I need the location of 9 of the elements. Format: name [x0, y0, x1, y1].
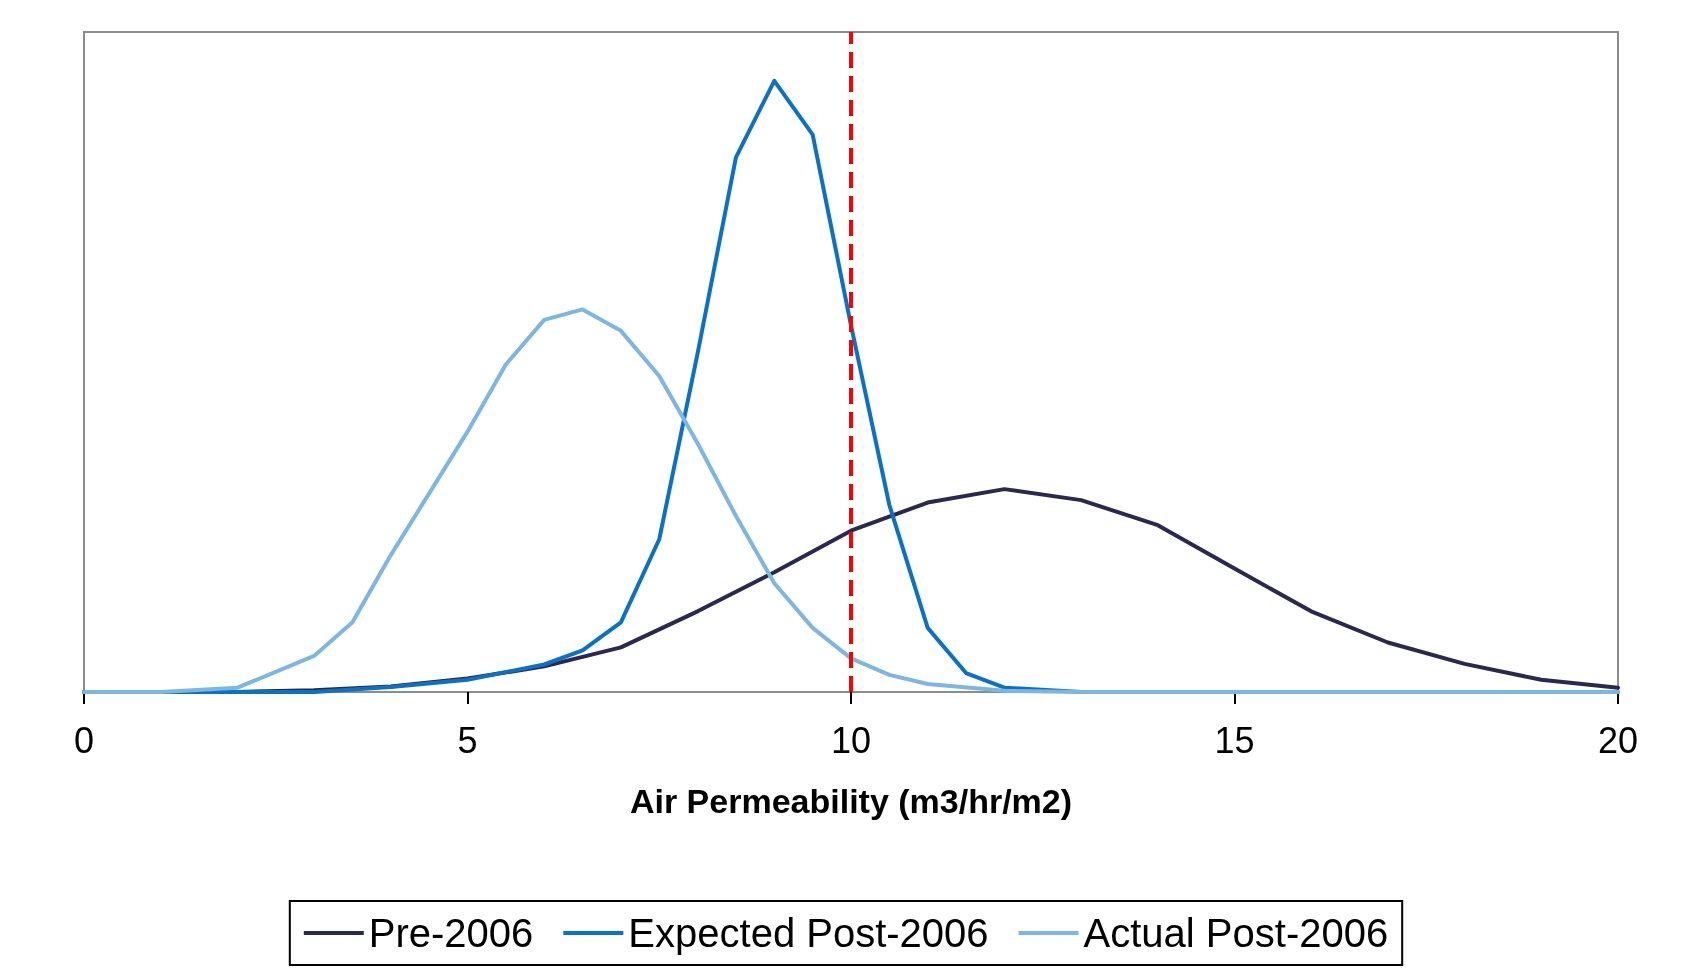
x-tick-label: 0: [73, 719, 95, 761]
legend-label: Actual Post-2006: [1083, 911, 1389, 955]
x-tick-label: 10: [830, 719, 872, 761]
legend-label: Expected Post-2006: [628, 911, 989, 955]
x-tick-label: 20: [1597, 719, 1639, 761]
x-tick-label: 5: [457, 719, 478, 761]
x-tick-label: 15: [1214, 719, 1255, 761]
legend-label: Pre-2006: [368, 911, 534, 955]
x-axis-title: Air Permeability (m3/hr/m2): [629, 782, 1073, 820]
